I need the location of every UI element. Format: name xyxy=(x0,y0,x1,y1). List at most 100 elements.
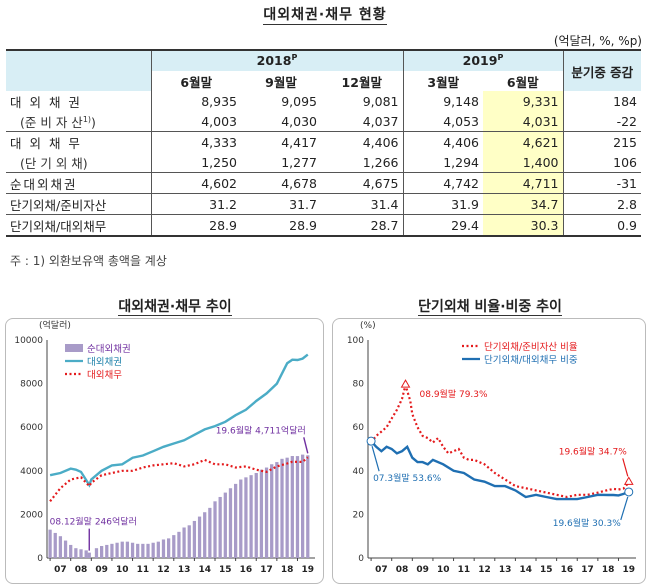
bar xyxy=(280,458,284,558)
x-tick-label: 08 xyxy=(75,565,88,575)
bar xyxy=(100,546,104,558)
bar xyxy=(48,529,52,558)
bar xyxy=(151,542,155,558)
x-tick-label: 16 xyxy=(240,565,253,575)
y-tick-label: 100 xyxy=(347,336,364,346)
bar xyxy=(203,512,207,558)
y-tick-label: 60 xyxy=(353,423,365,433)
bar xyxy=(270,464,274,558)
bar xyxy=(192,520,197,558)
table-row: 단기외채/준비자산 31.2 31.7 31.4 31.9 34.7 2.8 xyxy=(6,193,641,215)
table-row: (단 기 외 채) 1,250 1,277 1,266 1,294 1,400 106 xyxy=(6,152,641,173)
bar xyxy=(79,549,83,558)
table-cell: 1,277 xyxy=(281,154,317,170)
table-cell: 31.4 xyxy=(321,193,403,215)
series-line xyxy=(370,380,630,499)
x-tick-label: 14 xyxy=(198,565,211,575)
table-cell: 28.9 xyxy=(241,214,321,237)
table-cell: 4,030 xyxy=(281,113,317,129)
annotation-label: 07.3월말 53.6% xyxy=(373,472,441,484)
change-cell: 0.9 xyxy=(562,214,641,237)
col-header: 6월말 xyxy=(483,71,563,91)
legend-label: 대외채권 xyxy=(87,356,122,368)
x-tick-label: 15 xyxy=(540,565,553,575)
table-row: 대 외 채 권 8,935 9,095 9,081 9,148 9,331 184 xyxy=(6,91,641,111)
change-header: 분기중 증감 xyxy=(562,49,641,91)
year-2019-header: 2019P xyxy=(402,49,563,71)
change-cell: 2.8 xyxy=(562,193,641,215)
bar xyxy=(223,492,227,558)
series-line xyxy=(370,440,630,501)
bar xyxy=(239,479,243,558)
table-row: 순대외채권 4,602 4,678 4,675 4,742 4,711 -31 xyxy=(6,172,641,194)
x-tick-label: 18 xyxy=(602,565,615,575)
bar xyxy=(146,543,150,558)
annotation-label: 08.9월말 79.3% xyxy=(420,388,488,400)
row-label: 대 외 채 무 xyxy=(6,131,151,152)
y-axis-unit-label: (%) xyxy=(360,321,376,331)
bar xyxy=(84,550,88,558)
bar xyxy=(156,541,160,558)
change-cell: 106 xyxy=(562,152,641,173)
table-cell: 1,266 xyxy=(362,154,399,170)
y-tick-label: 20 xyxy=(353,510,365,520)
table-cell: 4,037 xyxy=(362,113,399,129)
bar xyxy=(69,544,73,558)
annotation-arrow xyxy=(622,458,629,477)
x-tick-label: 19 xyxy=(302,565,315,575)
bar xyxy=(87,552,91,558)
annotation-arrow xyxy=(620,496,629,521)
bar xyxy=(115,542,119,558)
change-cell: 184 xyxy=(562,91,641,111)
table-row: 단기외채/대외채무 28.9 28.9 28.7 29.4 30.3 0.9 xyxy=(6,214,641,237)
table-cell: 4,406 xyxy=(402,131,483,152)
end-marker xyxy=(623,476,634,485)
table-cell: 4,675 xyxy=(321,172,403,194)
bar xyxy=(167,538,171,558)
annotation-arrow xyxy=(303,437,309,454)
y-tick-label: 40 xyxy=(353,467,365,477)
year-2018-header: 2018P xyxy=(150,49,403,71)
table-cell: 4,678 xyxy=(241,172,321,194)
row-label: 단기외채/대외채무 xyxy=(6,214,151,237)
x-tick-label: 15 xyxy=(219,565,232,575)
table-cell: 4,621 xyxy=(483,131,563,152)
short-term-debt-chart: (%) 0 20 40 60 80 100 07 08 09 10 11 12 13 14 15 16 17 18 1… xyxy=(347,321,636,575)
row-label: 순대외채권 xyxy=(6,172,151,194)
x-tick-label: 17 xyxy=(581,565,594,575)
x-tick-label: 10 xyxy=(116,565,129,575)
annotation-arrow xyxy=(371,445,380,472)
row-label: (준 비 자 산1)) xyxy=(20,114,96,130)
bar xyxy=(74,548,78,558)
y-tick-label: 10000 xyxy=(14,336,43,346)
table-cell: 4,711 xyxy=(483,172,563,194)
table-cell: 29.4 xyxy=(402,214,483,237)
bar xyxy=(295,456,300,558)
bar xyxy=(264,467,269,558)
bar xyxy=(275,462,279,558)
table-title: 대외채권·채무 현황 xyxy=(263,7,387,25)
table-cell: 4,742 xyxy=(402,172,483,194)
external-debt-table: 2018P 2019P 분기중 증감 6월말 9월말 12월말 3월말 6월말 … xyxy=(6,49,641,237)
change-cell: -22 xyxy=(562,111,641,132)
table-cell: 30.3 xyxy=(483,214,563,237)
y-tick-label: 80 xyxy=(353,380,365,390)
change-cell: 215 xyxy=(562,131,641,152)
series-line xyxy=(49,456,309,502)
x-tick-label: 19 xyxy=(623,565,636,575)
bar xyxy=(182,527,186,558)
table-cell: 9,331 xyxy=(483,91,563,111)
x-tick-label: 14 xyxy=(519,565,532,575)
table-cell: 9,081 xyxy=(362,93,399,109)
x-tick-label: 09 xyxy=(95,565,108,575)
annotation-label: 19.6월말 34.7% xyxy=(559,445,627,457)
x-tick-label: 09 xyxy=(416,565,429,575)
start-marker xyxy=(366,436,376,446)
bar xyxy=(259,469,264,558)
legend-swatch xyxy=(65,344,83,352)
table-cell: 1,250 xyxy=(150,152,241,173)
x-tick-label: 13 xyxy=(499,565,512,575)
col-header: 6월말 xyxy=(150,71,241,91)
bar xyxy=(249,475,253,558)
x-tick-label: 12 xyxy=(157,565,170,575)
